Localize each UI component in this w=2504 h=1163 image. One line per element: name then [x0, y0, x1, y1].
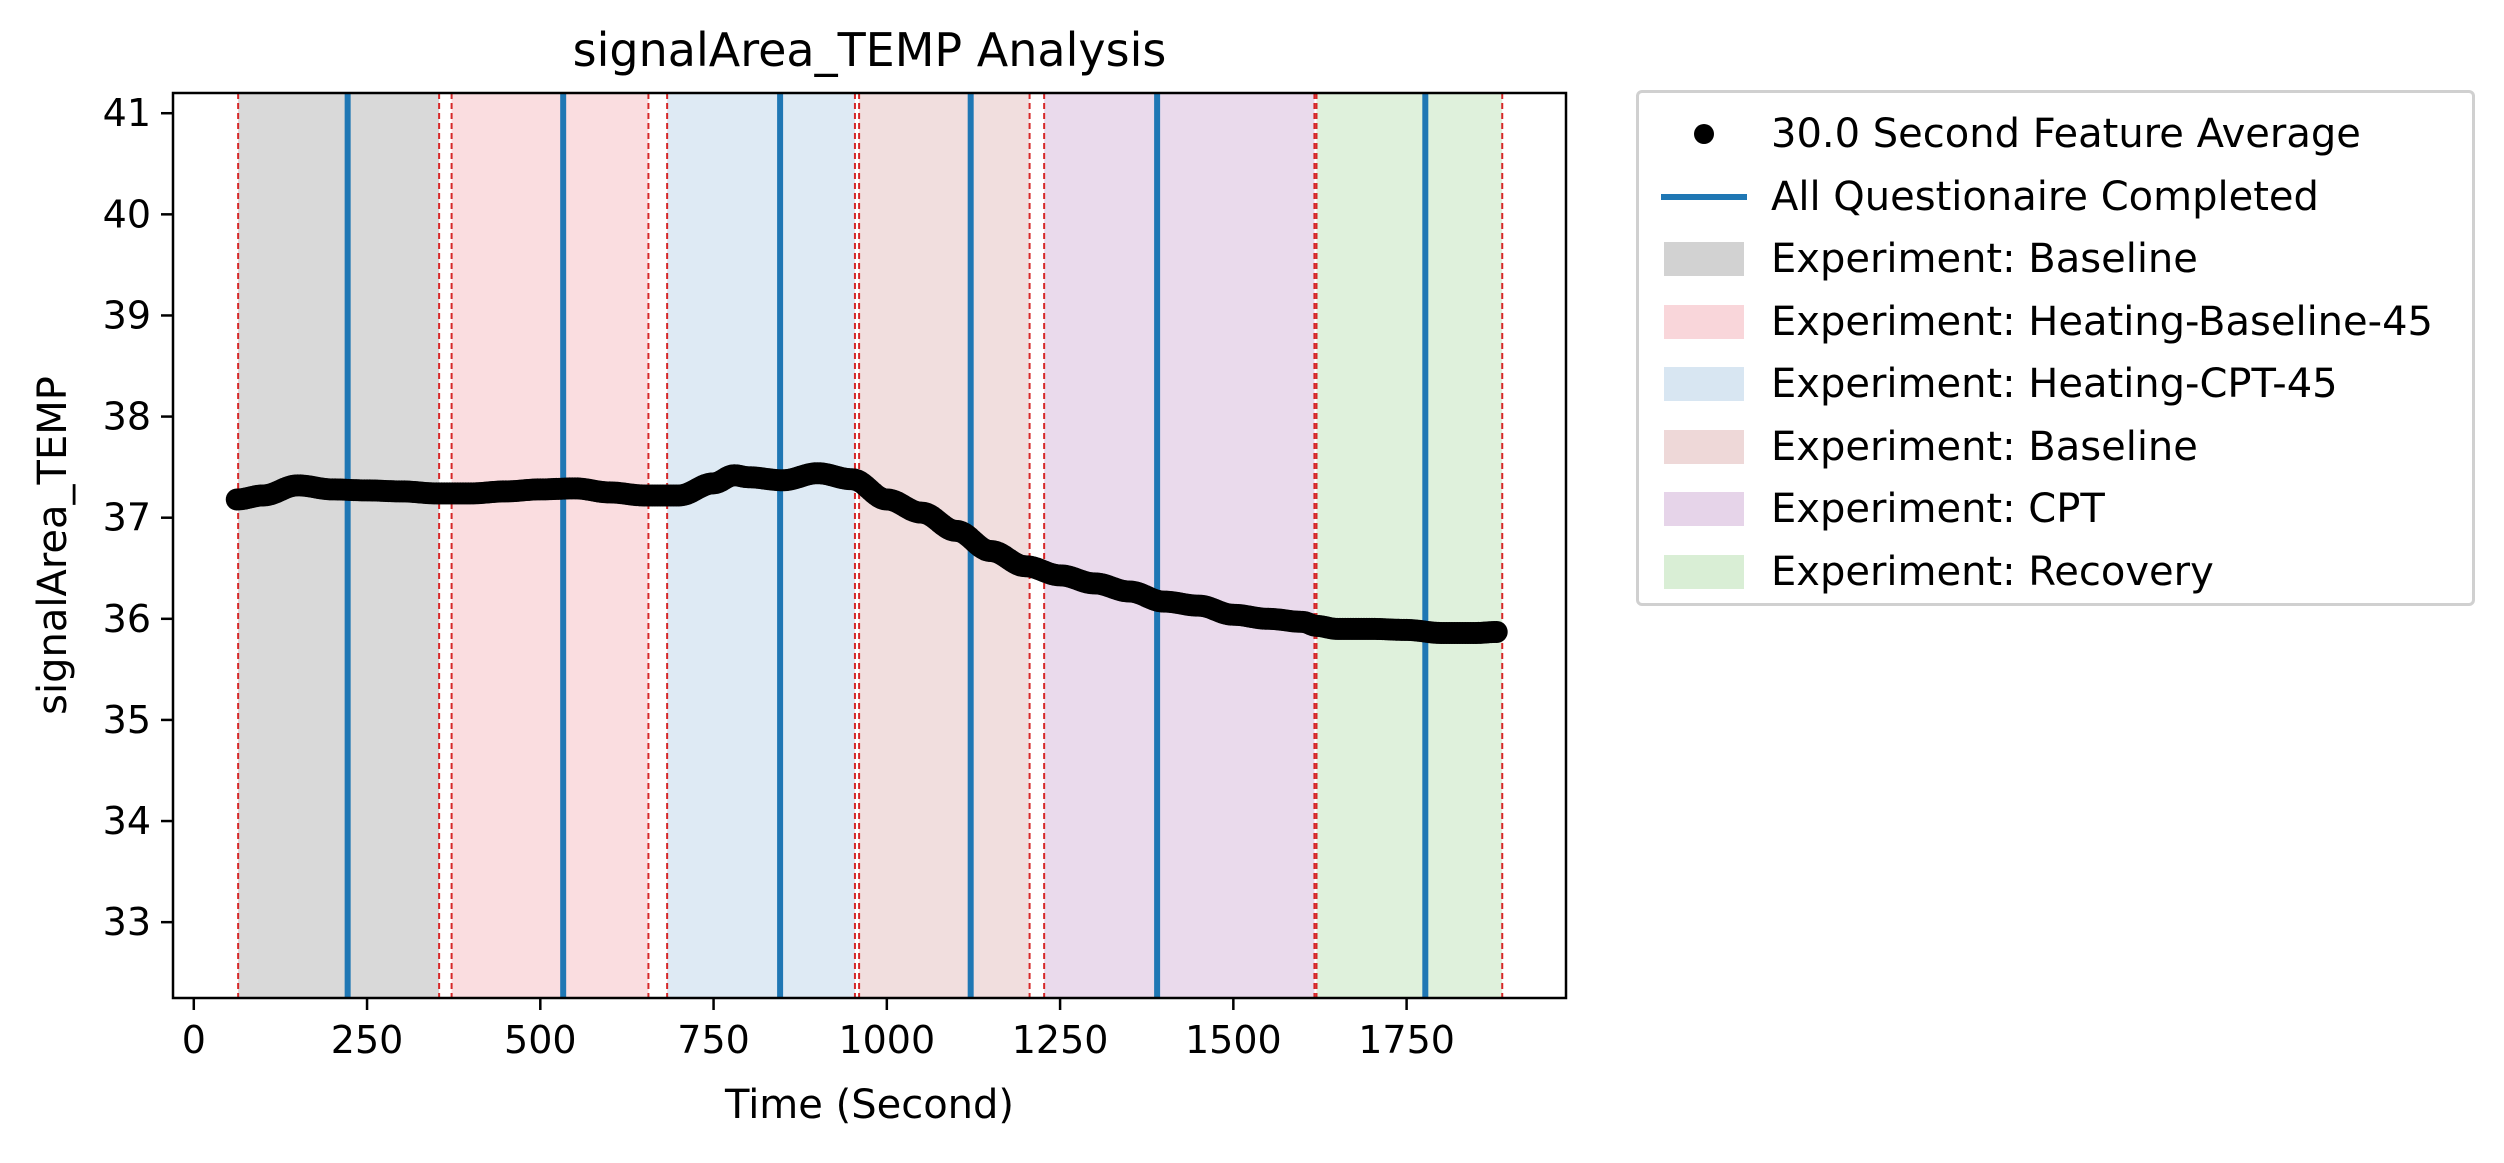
x-axis-ticks: 0 250 500 750 1000 1250 1500 1750 [182, 998, 1455, 1062]
x-tick-label: 750 [677, 1018, 750, 1062]
legend-label: Experiment: CPT [1771, 486, 2105, 532]
x-axis-label: Time (Second) [724, 1082, 1014, 1128]
y-tick-label: 38 [103, 395, 151, 439]
y-tick-label: 35 [103, 698, 151, 742]
experiment-bands [238, 93, 1503, 998]
legend: 30.0 Second Feature Average All Questiona… [1636, 90, 2475, 606]
legend-entry: All Questionaire Completed [1639, 166, 2472, 228]
plot-frame [171, 91, 1568, 1000]
legend-label: All Questionaire Completed [1771, 173, 2319, 220]
experiment-band [238, 93, 440, 998]
legend-swatch [1659, 364, 1749, 404]
legend-swatch [1659, 427, 1749, 467]
legend-label: Experiment: Heating-Baseline-45 [1771, 298, 2433, 345]
legend-entry: Experiment: Heating-Baseline-45 [1639, 291, 2472, 353]
legend-label: Experiment: Baseline [1771, 423, 2198, 470]
legend-swatch [1659, 239, 1749, 279]
legend-swatch [1659, 302, 1749, 342]
legend-label: Experiment: Recovery [1771, 548, 2214, 595]
legend-label: Experiment: Heating-CPT-45 [1771, 361, 2338, 407]
experiment-band [1044, 93, 1315, 998]
experiment-band [1316, 93, 1503, 998]
y-tick-label: 37 [103, 496, 151, 540]
legend-label: 30.0 Second Feature Average [1771, 111, 2361, 157]
chart-title: signalArea_TEMP Analysis [573, 23, 1167, 77]
legend-entry: 30.0 Second Feature Average [1639, 103, 2472, 165]
y-tick-label: 39 [103, 293, 151, 337]
legend-entry: Experiment: Recovery [1639, 541, 2472, 603]
experiment-band [667, 93, 855, 998]
legend-entry: Experiment: Baseline [1639, 228, 2472, 290]
legend-swatch [1659, 177, 1749, 217]
experiment-band [451, 93, 649, 998]
legend-entry: Experiment: Heating-CPT-45 [1639, 353, 2472, 415]
legend-entry: Experiment: Baseline [1639, 416, 2472, 478]
x-tick-label: 1500 [1185, 1018, 1282, 1062]
feature-average-points [225, 462, 1508, 644]
experiment-boundaries [237, 93, 1504, 998]
legend-label: Experiment: Baseline [1771, 236, 2198, 282]
y-tick-label: 36 [103, 597, 151, 641]
x-tick-label: 0 [182, 1018, 206, 1062]
y-tick-label: 41 [103, 91, 151, 135]
y-tick-label: 34 [103, 799, 151, 843]
legend-swatch [1659, 552, 1749, 592]
legend-swatch [1659, 489, 1749, 529]
y-axis-label: signalArea_TEMP [30, 376, 76, 715]
y-axis-ticks: 33 34 35 36 37 38 39 40 41 [103, 91, 173, 944]
x-tick-label: 250 [331, 1018, 404, 1062]
y-tick-label: 40 [103, 192, 151, 236]
x-tick-label: 1750 [1358, 1018, 1455, 1062]
legend-swatch [1659, 114, 1749, 154]
y-tick-label: 33 [103, 900, 151, 944]
legend-entry: Experiment: CPT [1639, 478, 2472, 540]
x-tick-label: 1250 [1012, 1018, 1109, 1062]
x-tick-label: 1000 [838, 1018, 935, 1062]
feature-average-point [1485, 620, 1508, 643]
x-tick-label: 500 [504, 1018, 577, 1062]
